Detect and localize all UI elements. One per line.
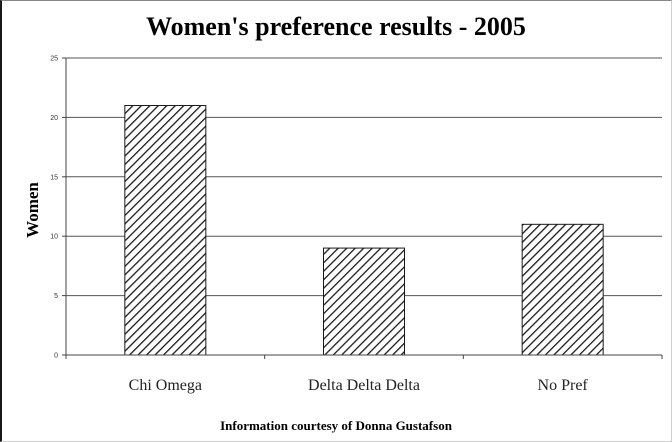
bars xyxy=(124,105,604,356)
bar-chi-omega xyxy=(124,105,207,356)
x-tick-label-delta-delta-delta: Delta Delta Delta xyxy=(308,377,420,394)
tick-labels: 0 5 10 15 20 25 Chi Omega Delta Delta Delta No P… xyxy=(50,56,588,395)
bar-no-pref xyxy=(521,223,604,356)
x-tick-label-chi-omega: Chi Omega xyxy=(129,377,202,394)
bar-delta-delta-delta xyxy=(323,247,405,356)
y-tick-label-5: 5 xyxy=(54,293,58,300)
y-tick-label-15: 15 xyxy=(50,174,58,181)
axes xyxy=(62,57,663,359)
y-tick-label-10: 10 xyxy=(50,234,58,241)
y-tick-label-25: 25 xyxy=(50,56,58,63)
y-tick-label-0: 0 xyxy=(54,353,58,360)
x-tick-label-no-pref: No Pref xyxy=(538,377,589,394)
chart-title: Women's preference results - 2005 xyxy=(146,12,526,41)
source-note: Information courtesy of Donna Gustafson xyxy=(220,418,452,433)
y-tick-label-20: 20 xyxy=(50,115,58,122)
